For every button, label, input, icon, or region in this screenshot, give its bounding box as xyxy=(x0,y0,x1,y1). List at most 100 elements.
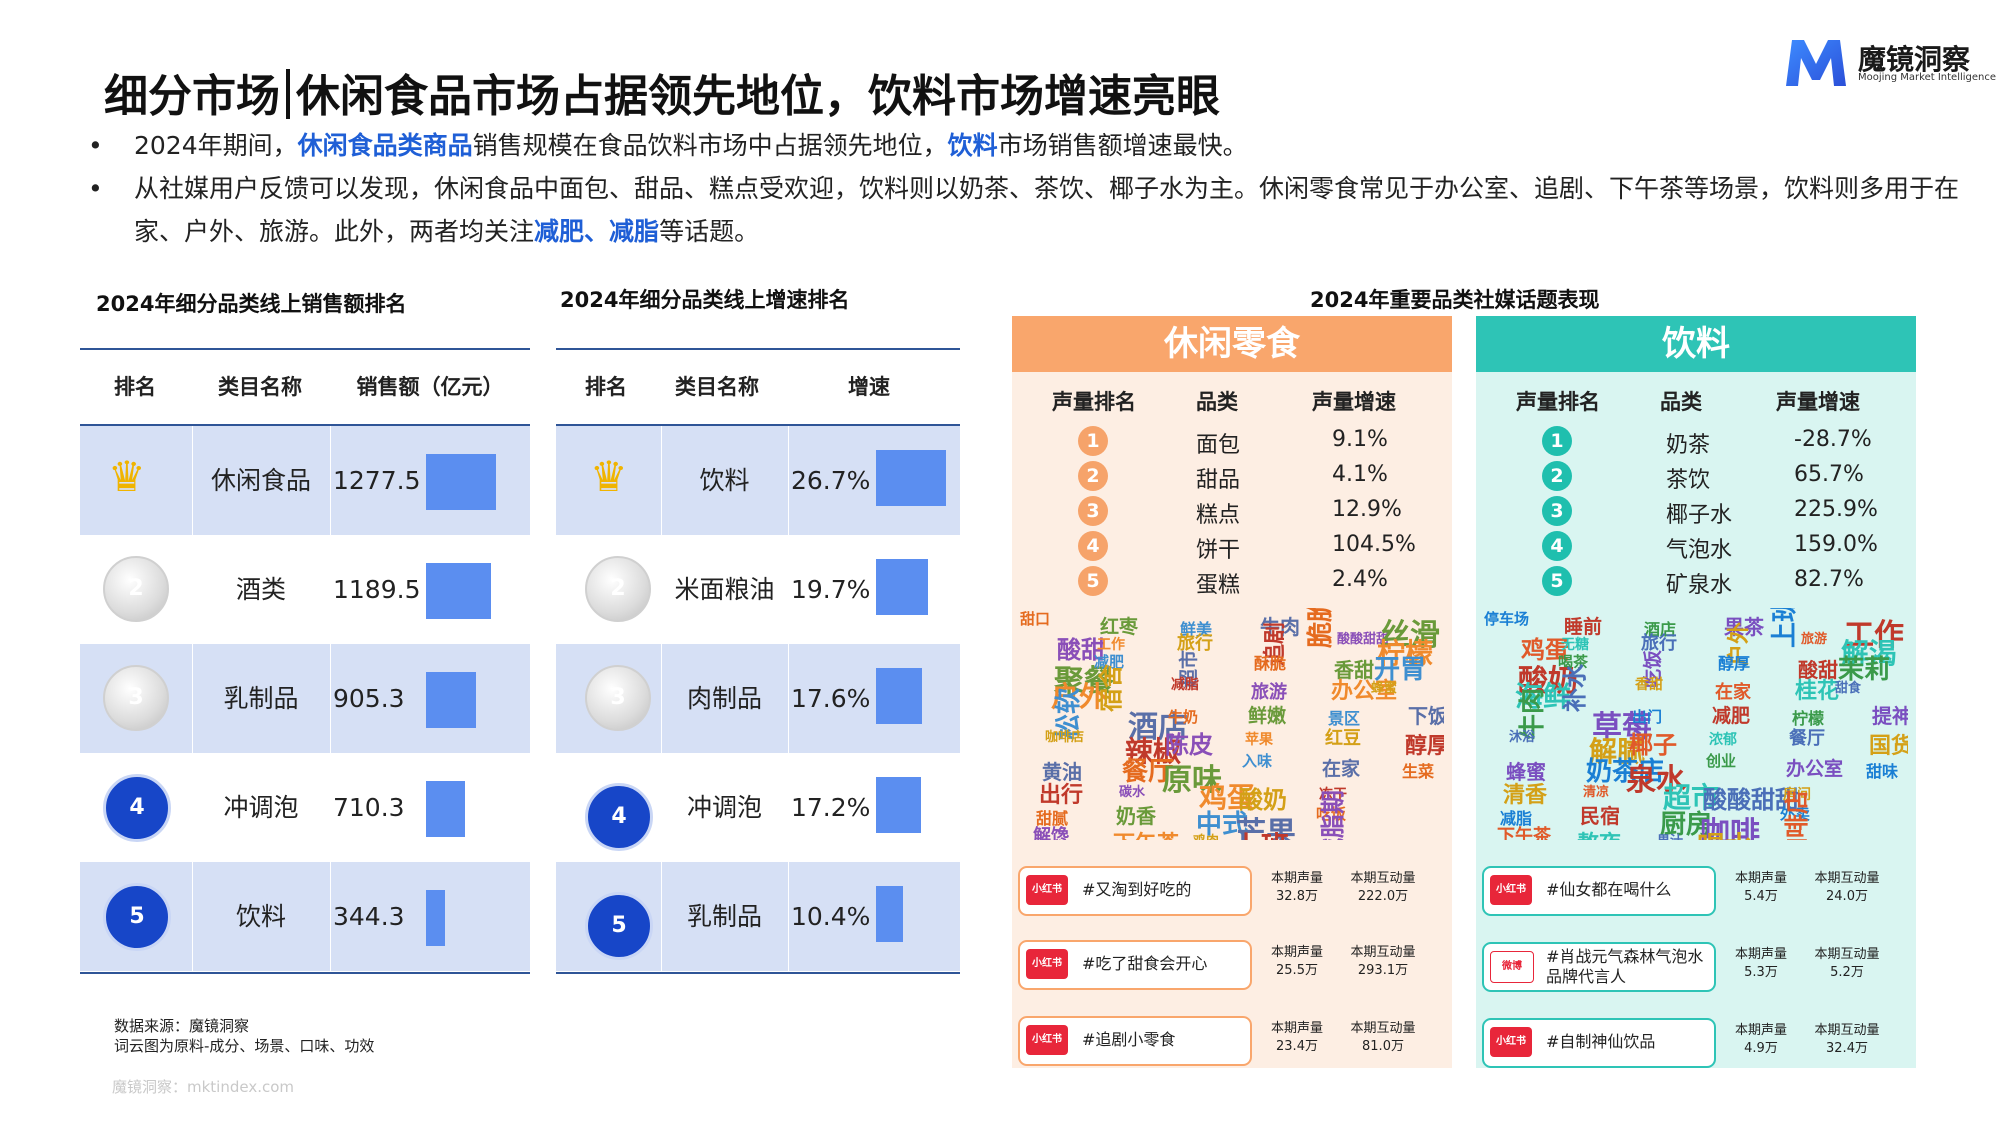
topic-text: #又淘到好吃的 xyxy=(1082,880,1192,899)
panel-category: 面包 xyxy=(1196,433,1241,458)
cloud-word: 上班 xyxy=(1770,608,1800,648)
cell-divider xyxy=(330,862,331,971)
cell-divider xyxy=(788,426,789,535)
topic-card: 微博 #肖战元气森林气泡水品牌代言人 xyxy=(1482,942,1716,992)
topic-volume-label: 本期声量 xyxy=(1734,871,1787,886)
panel-category: 矿泉水 xyxy=(1666,573,1733,598)
word-cloud: 甜口酸甜聚餐户外松软咖啡店黄油出行甜腻解馋红枣工作减肥宿舍酒店辣椒餐厅碳水奶香下… xyxy=(1020,608,1444,840)
topic-interaction-label: 本期互动量 xyxy=(1814,1023,1880,1038)
cloud-word: 原味 xyxy=(1162,763,1222,798)
cloud-word: 旅游 xyxy=(1251,682,1287,703)
bullet-2-sep: 、 xyxy=(584,217,610,246)
category-name: 米面粮油 xyxy=(674,575,775,604)
cloud-word: 喝茶 xyxy=(1558,653,1589,671)
category-name: 冲调泡 xyxy=(686,793,762,822)
value-label: 905.3 xyxy=(333,684,405,713)
cloud-word: 甜口 xyxy=(1020,610,1051,628)
cloud-word: 中式 xyxy=(1196,810,1249,840)
footer-source: 数据来源：魔镜洞察 xyxy=(114,1017,250,1035)
topic-interaction: 81.0万 xyxy=(1362,1039,1404,1054)
value-bar xyxy=(876,886,904,942)
panel-column-header: 品类 xyxy=(1196,390,1238,414)
table-row: 4 冲调泡 710.3 xyxy=(80,753,530,862)
xiaohongshu-icon: 小红书 xyxy=(1026,949,1068,979)
cloud-word: 清香 xyxy=(1503,783,1548,808)
cloud-word: 茉莉 xyxy=(1838,655,1891,685)
rank-circle: 5 xyxy=(1542,566,1572,596)
cell-divider xyxy=(788,862,789,971)
cloud-word: 蜂蜜 xyxy=(1506,760,1546,784)
value-bar xyxy=(426,781,465,837)
panel-growth: 9.1% xyxy=(1332,427,1388,452)
bullet-1-text-b: 销售规模在食品饮料市场中占据领先地位， xyxy=(472,131,948,160)
table-row: ♛ 饮料 26.7% xyxy=(556,426,960,535)
drink-panel: 饮料 声量排名 品类 声量增速 1 奶茶 -28.7% 2 茶饮 65.7% 3 椰子水 225.9%… xyxy=(1476,316,1916,1068)
xiaohongshu-icon: 小红书 xyxy=(1490,1027,1532,1057)
topic-volume-label: 本期声量 xyxy=(1270,871,1323,886)
cloud-word: 甜食 xyxy=(1835,681,1862,696)
cloud-word: 咖啡 xyxy=(1700,816,1760,840)
cloud-word: 酸奶 xyxy=(1239,786,1287,814)
snack-panel: 休闲零食 声量排名 品类 声量增速 1 面包 9.1% 2 甜品 4.1% 3 糕点 12.9% 4 饼干… xyxy=(1012,316,1452,1068)
topic-text: #仙女都在喝什么 xyxy=(1546,880,1672,899)
cloud-word: 开胃 xyxy=(1374,655,1427,685)
panel-growth: 225.9% xyxy=(1794,497,1878,522)
cloud-word: 酸酸甜甜 xyxy=(1337,632,1390,647)
rank-badge: 3 xyxy=(103,665,169,731)
rank-circle: 1 xyxy=(1542,426,1572,456)
topic-card: 小红书 #自制神仙饮品 xyxy=(1482,1018,1716,1068)
cloud-word: 下饭 xyxy=(1408,704,1444,728)
cloud-word: 牛肉 xyxy=(1260,615,1300,639)
category-name: 冲调泡 xyxy=(223,793,299,822)
panel-growth: 65.7% xyxy=(1794,462,1864,487)
rank-badge: 4 xyxy=(585,783,653,851)
cloud-word: 苹果 xyxy=(1245,732,1273,748)
topic-text: #吃了甜食会开心 xyxy=(1082,954,1208,973)
cloud-word: 醇厚 xyxy=(1718,654,1751,673)
cloud-word: 解腻 xyxy=(1589,735,1646,768)
cloud-word: 旅游 xyxy=(1801,632,1828,647)
cloud-word: 入味 xyxy=(1242,752,1273,770)
panel-column-header: 声量排名 xyxy=(1052,390,1136,414)
cloud-word: 咖啡店 xyxy=(1045,730,1085,745)
cell-divider xyxy=(661,753,662,862)
table-row: 2 米面粮油 19.7% xyxy=(556,535,960,644)
cloud-word: 吃饭 xyxy=(1316,805,1347,823)
rank-circle: 3 xyxy=(1078,496,1108,526)
cloud-word: 景区 xyxy=(1328,709,1361,728)
topic-card: 小红书 #吃了甜食会开心 xyxy=(1018,940,1252,990)
bullet-2-highlight-2: 减脂 xyxy=(609,217,660,246)
cloud-word: 海鲜 xyxy=(1515,680,1572,713)
value-bar xyxy=(876,559,928,615)
cloud-word: 旅行 xyxy=(1641,633,1677,654)
bullet-2-text-a: 从社媒用户反馈可以发现，休闲食品中面包、甜品、糕点受欢迎，饮料则以奶茶、茶饮、椰… xyxy=(134,174,1960,246)
topic-volume-label: 本期声量 xyxy=(1270,945,1323,960)
sales-ranking-table: 排名 类目名称 销售额（亿元） ♛ 休闲食品 1277.5 2 酒类 1189.5 3 乳制品 905… xyxy=(80,348,530,974)
rank-circle: 4 xyxy=(1542,531,1572,561)
column-header: 排名 xyxy=(114,375,156,399)
table-row: 3 肉制品 17.6% xyxy=(556,644,960,753)
cloud-word: 工作 xyxy=(1844,618,1904,653)
xiaohongshu-icon: 小红书 xyxy=(1026,875,1068,905)
topic-interaction-label: 本期互动量 xyxy=(1350,871,1416,886)
rank-circle: 2 xyxy=(1078,461,1108,491)
cloud-word: 蜂蜜 xyxy=(1371,681,1398,696)
category-name: 酒类 xyxy=(235,575,286,604)
panel-category: 椰子水 xyxy=(1666,503,1733,528)
topic-card: 小红书 #追剧小零食 xyxy=(1018,1016,1252,1066)
cloud-word: 果茶 xyxy=(1724,615,1764,639)
table-row: 3 乳制品 905.3 xyxy=(80,644,530,753)
topic-interaction-label: 本期互动量 xyxy=(1350,1021,1416,1036)
topic-text: #肖战元气森林气泡水品牌代言人 xyxy=(1546,947,1704,986)
rank-badge: 2 xyxy=(103,556,169,622)
rank-badge: 5 xyxy=(103,883,171,951)
page-title: 细分市场 休闲食品市场占据领先地位，饮料市场增速亮眼 xyxy=(104,60,1220,124)
table-row: 5 饮料 344.3 xyxy=(80,862,530,971)
bullet-2-text-c: 等话题。 xyxy=(659,217,760,246)
cloud-word: 上班 xyxy=(1233,825,1289,840)
topic-volume-label: 本期声量 xyxy=(1734,1023,1787,1038)
growth-ranking-title: 2024年细分品类线上增速排名 xyxy=(560,288,850,312)
category-name: 乳制品 xyxy=(223,684,299,713)
value-label: 10.4% xyxy=(791,902,871,931)
rank-badge: 4 xyxy=(103,774,171,842)
